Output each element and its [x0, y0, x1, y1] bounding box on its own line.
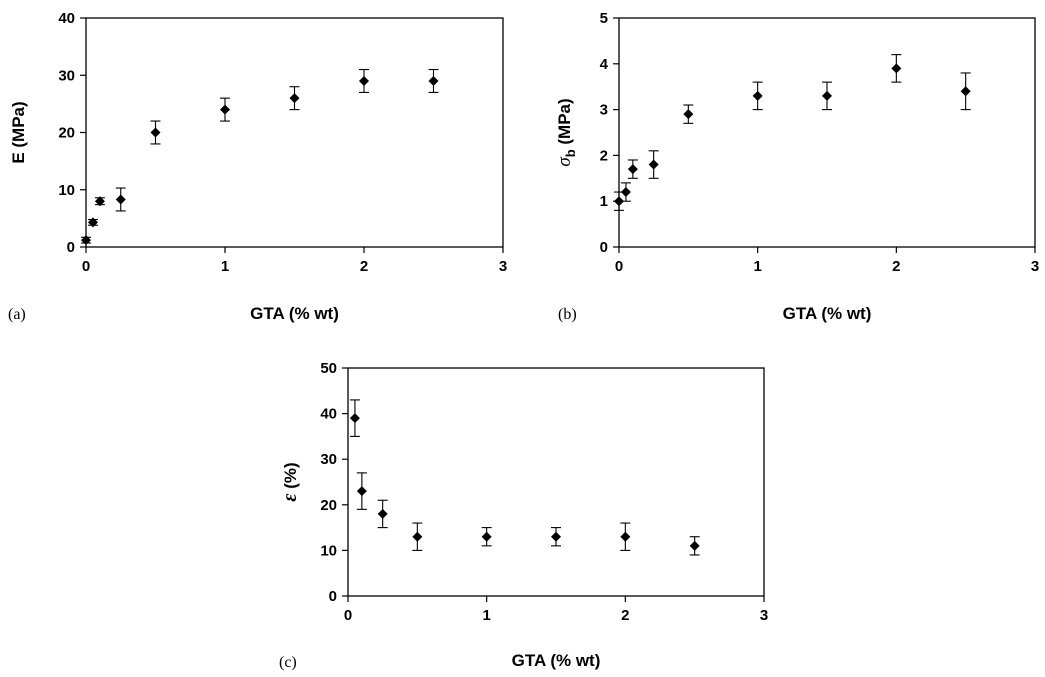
- x-tick-label: 0: [82, 258, 90, 275]
- y-axis-title: σb (MPa): [554, 98, 578, 166]
- data-point: [115, 194, 126, 205]
- panel-label: (b): [558, 306, 577, 323]
- x-tick-label: 2: [892, 258, 900, 275]
- data-point: [359, 75, 369, 86]
- plot-frame: [347, 367, 765, 597]
- plot-frame: [618, 17, 1036, 248]
- y-tick-label: 0: [329, 588, 337, 605]
- y-tick-label: 0: [600, 239, 608, 256]
- data-point: [648, 159, 659, 170]
- panel-label: (c): [279, 654, 297, 671]
- y-tick-label: 40: [320, 406, 337, 423]
- data-point: [349, 413, 360, 424]
- panel-label: (a): [8, 306, 26, 323]
- data-point: [150, 127, 161, 138]
- data-point: [683, 109, 694, 120]
- y-tick-label: 50: [320, 360, 337, 377]
- data-point: [356, 486, 367, 497]
- data-point: [822, 90, 832, 101]
- data-point: [377, 508, 388, 519]
- y-tick-label: 30: [320, 451, 337, 468]
- y-tick-label: 20: [58, 125, 75, 142]
- x-axis-title: GTA (% wt): [250, 304, 339, 323]
- x-tick-label: 3: [760, 607, 768, 624]
- data-point: [620, 187, 631, 198]
- y-tick-label: 10: [320, 542, 337, 559]
- x-tick-label: 3: [499, 258, 507, 275]
- data-point: [220, 104, 230, 115]
- data-point: [620, 531, 631, 542]
- x-axis-title: GTA (% wt): [512, 651, 601, 670]
- data-point: [614, 196, 624, 207]
- data-point: [551, 531, 561, 542]
- y-tick-label: 30: [58, 67, 75, 84]
- x-tick-label: 0: [344, 607, 352, 624]
- chart-panel-c: 0 10 20 30 40 50 0 1 2 3 GTA (% wt) ε (%) (c): [279, 360, 768, 671]
- y-axis-title: ε (%): [279, 462, 301, 501]
- x-axis-title: GTA (% wt): [783, 304, 872, 323]
- x-tick-label: 1: [482, 607, 490, 624]
- data-point: [481, 531, 492, 542]
- data-point: [960, 86, 971, 97]
- y-tick-label: 40: [58, 10, 75, 27]
- data-point: [412, 531, 423, 542]
- data-point: [428, 75, 439, 86]
- y-tick-label: 3: [600, 102, 608, 119]
- data-point: [627, 164, 638, 175]
- data-point: [94, 196, 105, 207]
- plot-frame: [85, 17, 504, 248]
- data-point: [289, 93, 300, 104]
- x-tick-label: 1: [753, 258, 761, 275]
- y-tick-label: 20: [320, 497, 337, 514]
- data-point: [689, 540, 700, 551]
- data-point: [87, 217, 98, 228]
- x-tick-label: 3: [1031, 258, 1039, 275]
- y-tick-label: 10: [58, 182, 75, 199]
- y-tick-label: 5: [600, 10, 608, 27]
- x-tick-label: 2: [360, 258, 368, 275]
- y-axis-title: E (MPa): [9, 101, 28, 163]
- x-tick-label: 1: [221, 258, 229, 275]
- x-tick-label: 0: [615, 258, 623, 275]
- y-tick-label: 0: [67, 239, 75, 256]
- data-point: [752, 90, 763, 101]
- y-tick-label: 1: [600, 193, 608, 210]
- data-point: [891, 63, 902, 74]
- data-point: [81, 235, 91, 246]
- chart-panel-b: 0 1 2 3 4 5 0 1 2 3 GTA (% wt) σb (MPa) (b): [554, 10, 1039, 323]
- x-tick-label: 2: [621, 607, 629, 624]
- y-tick-label: 4: [600, 56, 609, 73]
- y-tick-label: 2: [600, 147, 608, 164]
- chart-panel-a: 0 10 20 30 40 0 1 2 3 GTA (% wt) E (MPa) (a): [8, 10, 507, 323]
